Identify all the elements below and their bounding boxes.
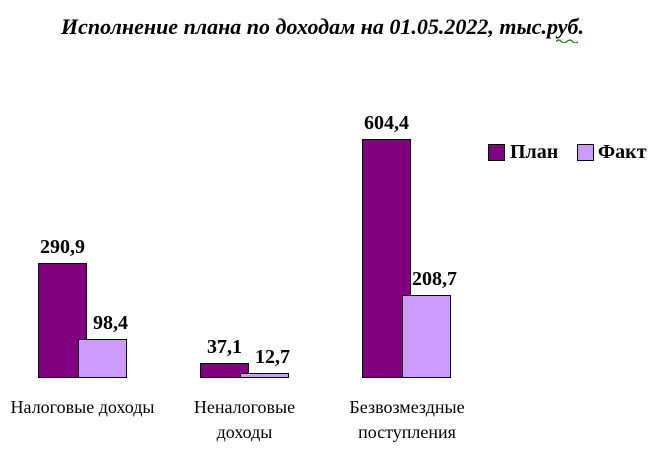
chart-title: Исполнение плана по доходам на 01.05.202… [61,14,584,39]
value-label-plan-0: 290,9 [40,236,85,258]
plan-legend-key-icon [488,144,505,161]
bar-fact-2 [402,295,451,378]
plan-legend-label: План [510,141,559,163]
category-label-0: Налоговые доходы [0,395,168,420]
bar-plan-1 [200,363,249,378]
category-label-2: Безвозмездные поступления [322,395,492,445]
value-label-fact-2: 208,7 [412,268,457,290]
fact-legend-key-icon [577,144,594,161]
fact-legend-label: Факт [598,141,647,163]
category-label-line: доходы [216,422,273,442]
category-label-line: поступления [358,422,456,442]
bar-fact-1 [240,373,289,378]
category-label-line: Неналоговые [193,397,296,417]
value-label-plan-1: 37,1 [207,336,242,358]
spellcheck-squiggle-icon [556,39,578,43]
category-label-line: Безвозмездные [349,397,465,417]
value-label-fact-1: 12,7 [255,346,290,368]
category-label-line: Налоговые доходы [10,397,155,417]
value-label-fact-0: 98,4 [93,312,128,334]
value-label-plan-2: 604,4 [364,112,409,134]
category-label-1: Неналоговые доходы [160,395,330,445]
bar-fact-0 [78,339,127,378]
